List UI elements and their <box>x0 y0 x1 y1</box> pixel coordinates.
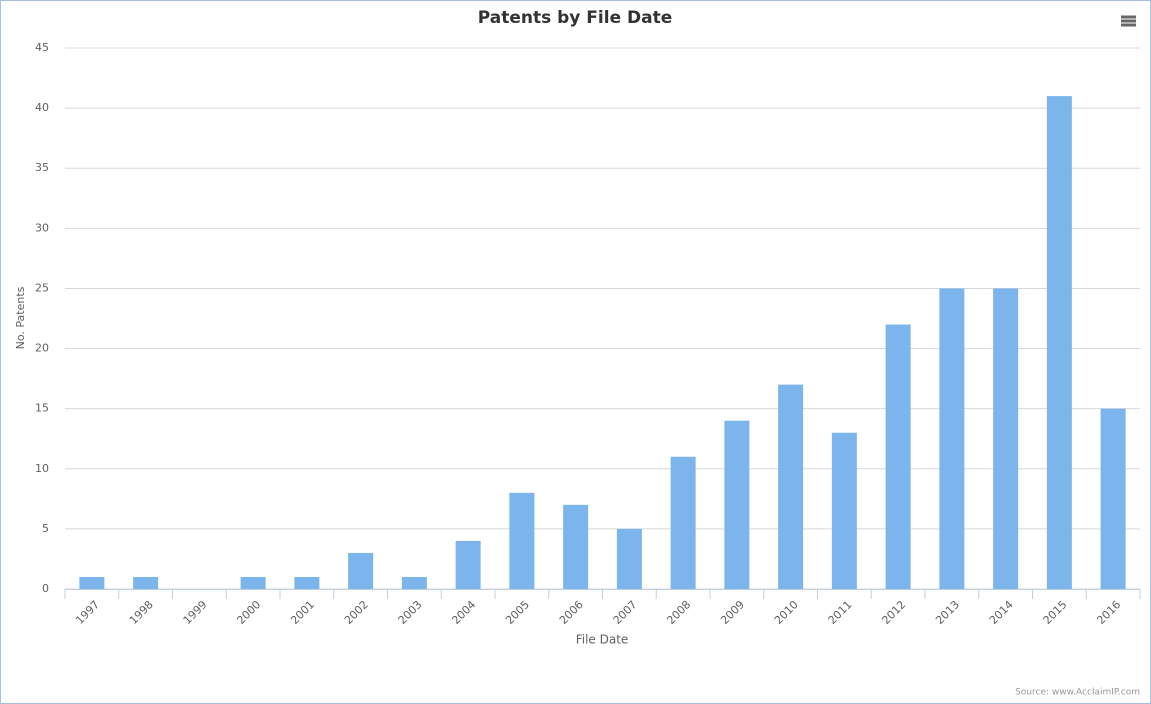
bar <box>509 492 535 589</box>
y-axis-label: No. Patents <box>14 286 27 349</box>
bar <box>79 576 105 589</box>
bar <box>724 420 750 589</box>
bar <box>133 576 159 589</box>
y-tick-label: 15 <box>35 402 49 415</box>
y-tick-label: 30 <box>35 221 49 234</box>
bar <box>563 504 589 589</box>
y-tick-label: 40 <box>35 101 49 114</box>
bar <box>939 288 965 589</box>
y-tick-label: 0 <box>42 582 49 595</box>
x-axis-label: File Date <box>576 633 629 647</box>
bar <box>1046 96 1072 589</box>
y-tick-label: 10 <box>35 462 49 475</box>
y-tick-label: 35 <box>35 161 49 174</box>
bar <box>455 540 481 589</box>
bar <box>348 552 374 589</box>
credit: Source: www.AcclaimIP.com <box>1015 688 1140 698</box>
bar <box>993 288 1019 589</box>
y-tick-label: 5 <box>42 522 49 535</box>
menu-button[interactable] <box>1112 8 1144 34</box>
chart-title: Patents by File Date <box>478 8 673 28</box>
bar <box>885 324 911 589</box>
bar <box>831 432 857 589</box>
bar <box>1100 408 1126 589</box>
bar <box>670 456 696 589</box>
y-tick-label: 45 <box>35 41 49 54</box>
bar <box>240 576 266 589</box>
bar <box>616 528 642 589</box>
y-tick-label: 25 <box>35 281 49 294</box>
bar <box>401 576 427 589</box>
menu-icon[interactable] <box>1121 15 1136 27</box>
y-tick-label: 20 <box>35 342 49 355</box>
bar <box>294 576 320 589</box>
bar <box>778 384 804 589</box>
